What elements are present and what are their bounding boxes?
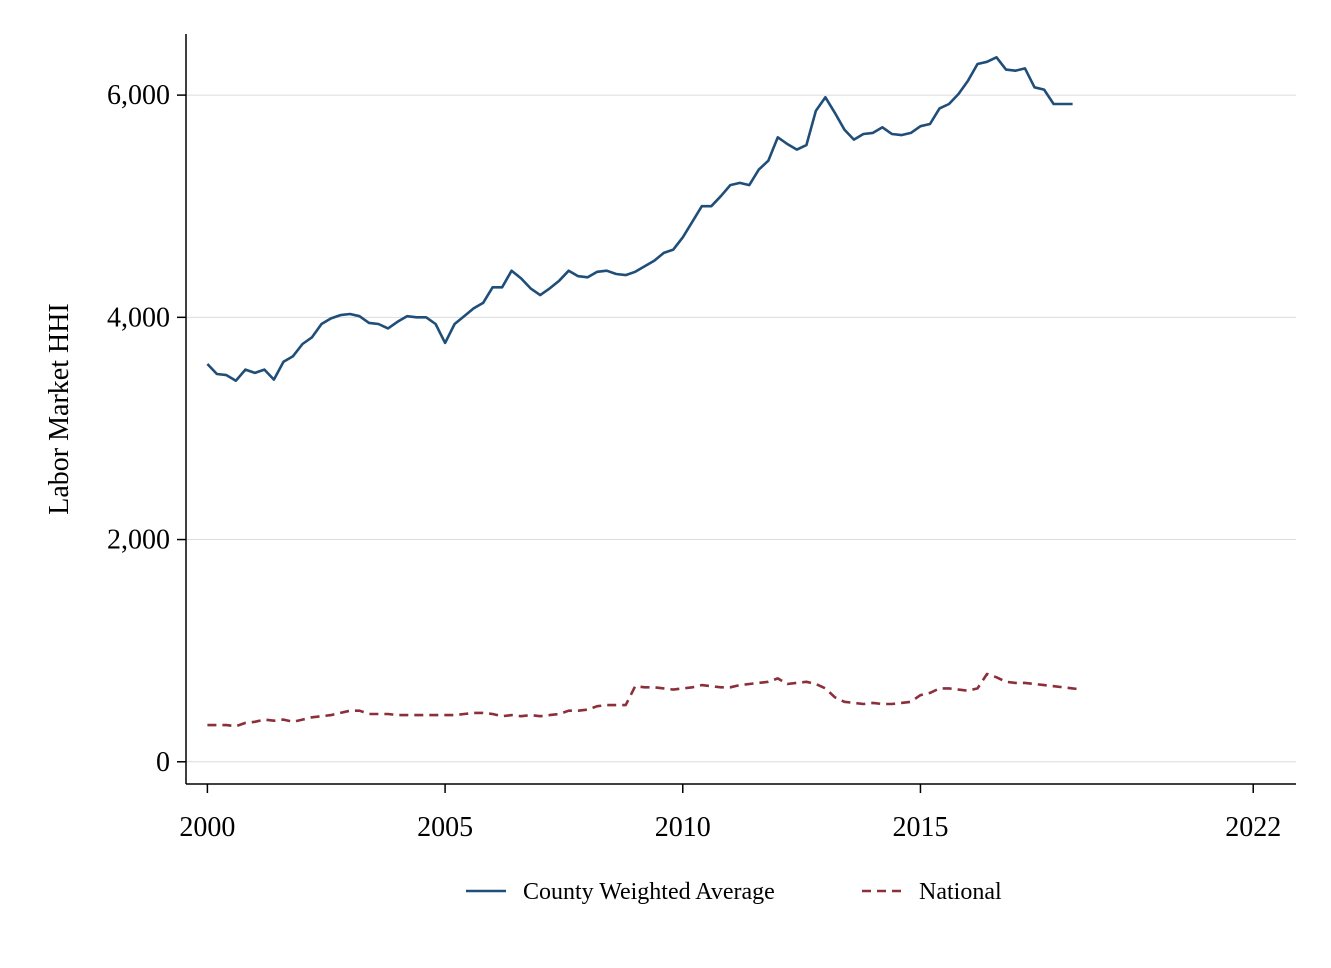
y-tick-label-3: 6,000	[107, 80, 170, 111]
legend: County Weighted Average National	[466, 879, 1002, 905]
x-axis-ticks: 2000 2005 2010 2015 2022	[179, 784, 1281, 843]
y-axis-ticks: 0 2,000 4,000 6,000	[107, 80, 186, 778]
y-tick-label-1: 2,000	[107, 525, 170, 556]
y-tick-label-0: 0	[156, 747, 170, 778]
gridlines	[186, 94, 1296, 763]
y-tick-label-2: 4,000	[107, 302, 170, 333]
x-tick-label-0: 2000	[179, 812, 235, 843]
x-tick-label-3: 2015	[892, 812, 948, 843]
series-line-0	[206, 55, 1073, 383]
series-line-1	[207, 672, 1083, 728]
legend-label-0: County Weighted Average	[523, 879, 775, 905]
y-axis-title: Labor Market HHI	[44, 303, 75, 514]
legend-label-1: National	[919, 879, 1002, 905]
series-lines	[206, 55, 1083, 728]
x-tick-label-4: 2022	[1225, 812, 1281, 843]
x-tick-label-2: 2010	[655, 812, 711, 843]
x-tick-label-1: 2005	[417, 812, 473, 843]
